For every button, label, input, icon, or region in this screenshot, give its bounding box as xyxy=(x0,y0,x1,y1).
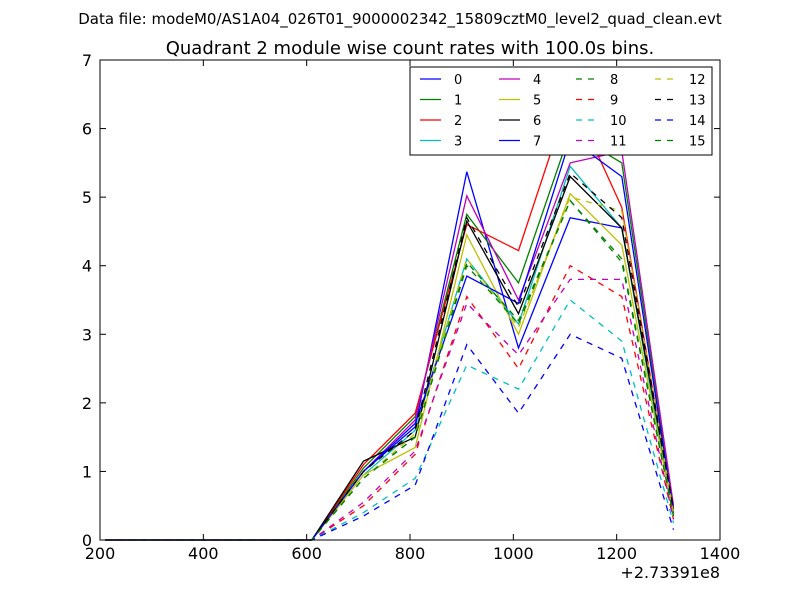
series-line-12 xyxy=(105,196,675,541)
legend-label-0: 0 xyxy=(454,73,462,88)
y-tick-label: 6 xyxy=(82,120,92,139)
series-line-15 xyxy=(105,199,675,541)
legend-label-11: 11 xyxy=(610,135,627,150)
series-line-2 xyxy=(105,92,675,541)
legend-label-4: 4 xyxy=(533,73,541,88)
series-line-5 xyxy=(105,192,675,541)
legend-label-13: 13 xyxy=(689,94,706,109)
legend-label-6: 6 xyxy=(533,114,541,129)
y-tick-label: 3 xyxy=(82,325,92,344)
series-line-0 xyxy=(105,171,675,541)
x-tick-label: 800 xyxy=(395,544,426,563)
y-tick-label: 1 xyxy=(82,462,92,481)
legend-label-15: 15 xyxy=(689,135,706,150)
chart-title: Quadrant 2 module wise count rates with … xyxy=(166,38,655,59)
plot-area xyxy=(105,92,675,541)
x-tick-label: 1000 xyxy=(493,544,534,563)
series-line-8 xyxy=(105,199,675,541)
series-line-1 xyxy=(105,131,675,541)
legend-label-14: 14 xyxy=(689,114,706,129)
series-line-14 xyxy=(105,333,675,541)
series-line-11 xyxy=(105,278,675,541)
legend-label-7: 7 xyxy=(533,135,541,150)
y-tick-label: 2 xyxy=(82,394,92,413)
x-tick-label: 1200 xyxy=(596,544,637,563)
series-line-13 xyxy=(105,172,675,541)
legend-box xyxy=(409,66,713,156)
y-tick-label: 4 xyxy=(82,257,92,276)
series-line-4 xyxy=(105,150,675,541)
y-tick-label: 7 xyxy=(82,51,92,70)
legend-label-5: 5 xyxy=(533,94,541,109)
legend-label-2: 2 xyxy=(454,114,462,129)
x-tick-label: 400 xyxy=(188,544,219,563)
x-tick-label: 600 xyxy=(291,544,322,563)
y-tick-label: 5 xyxy=(82,188,92,207)
legend-label-9: 9 xyxy=(610,94,618,109)
legend-label-3: 3 xyxy=(454,135,462,150)
legend-label-10: 10 xyxy=(610,114,627,129)
legend-label-8: 8 xyxy=(610,73,618,88)
legend-label-12: 12 xyxy=(689,73,706,88)
x-axis-offset-label: +2.73391e8 xyxy=(620,563,720,582)
legend-label-1: 1 xyxy=(454,94,462,109)
x-tick-label: 200 xyxy=(85,544,116,563)
series-line-9 xyxy=(105,264,675,541)
y-tick-label: 0 xyxy=(82,531,92,550)
figure-suptitle: Data file: modeM0/AS1A04_026T01_90000023… xyxy=(78,10,722,29)
series-line-10 xyxy=(105,299,675,541)
x-tick-label: 1400 xyxy=(700,544,741,563)
series-line-6 xyxy=(105,175,675,541)
